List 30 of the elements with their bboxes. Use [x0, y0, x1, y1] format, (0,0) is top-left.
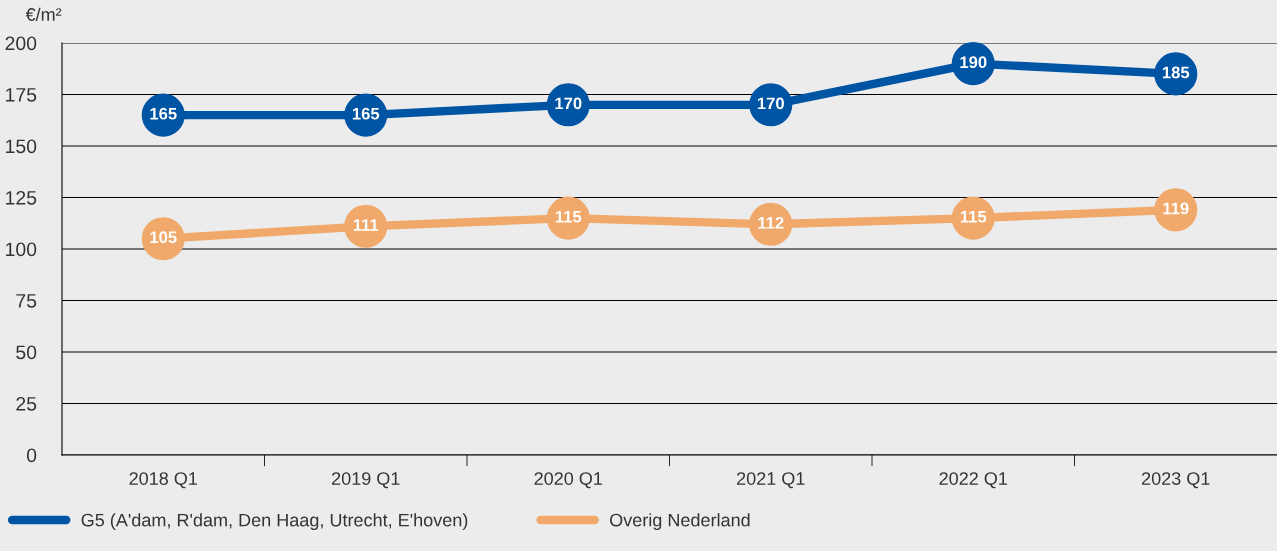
data-label: 170 [757, 97, 784, 110]
data-label: 111 [353, 219, 379, 231]
y-tick-label: 50 [16, 345, 37, 360]
x-tick-label: 2022 Q1 [939, 472, 1008, 489]
x-tick-label: 2019 Q1 [332, 472, 400, 489]
x-tick-label: 2021 Q1 [737, 472, 805, 489]
y-tick-label: 25 [16, 396, 37, 411]
data-label: 105 [150, 231, 177, 244]
y-tick-label: 175 [6, 88, 37, 102]
y-tick-label: 125 [6, 190, 37, 205]
data-label: 185 [1162, 66, 1190, 79]
x-tick-label: 2023 Q1 [1142, 472, 1210, 489]
data-label: 112 [758, 216, 784, 229]
data-label: 115 [555, 210, 582, 223]
data-label: 190 [960, 56, 987, 69]
y-tick-label: 150 [6, 139, 37, 154]
y-tick-label: 100 [6, 242, 37, 257]
legend-label: G5 (A'dam, R'dam, Den Haag, Utrecht, E'hoven) [81, 513, 468, 531]
legend-label: Overig Nederland [610, 513, 750, 531]
data-label: 170 [555, 97, 582, 110]
y-tick-label: 75 [16, 294, 37, 308]
data-label: 119 [1163, 202, 1189, 215]
x-tick-label: 2018 Q1 [129, 472, 198, 489]
data-label: 165 [150, 107, 177, 120]
y-tick-label: 0 [26, 448, 37, 463]
data-label: 115 [960, 210, 987, 223]
data-label: 165 [352, 107, 380, 120]
y-tick-label: 200 [5, 36, 37, 51]
x-tick-label: 2020 Q1 [534, 472, 603, 489]
y-axis-title: €/m² [25, 7, 62, 21]
